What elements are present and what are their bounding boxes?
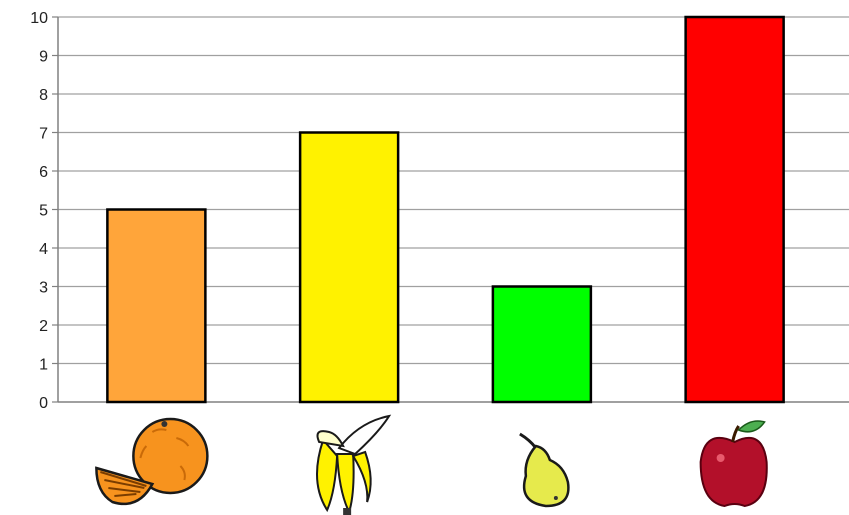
orange-icon bbox=[95, 417, 209, 506]
y-tick-label: 6 bbox=[39, 164, 48, 181]
category-icons bbox=[95, 414, 768, 515]
banana-icon bbox=[316, 414, 392, 515]
apple-icon bbox=[699, 420, 768, 508]
y-tick-label: 10 bbox=[30, 10, 48, 27]
y-tick-label: 5 bbox=[39, 203, 48, 220]
bar-banana bbox=[298, 131, 400, 404]
y-tick-label: 0 bbox=[39, 395, 48, 412]
bars bbox=[106, 15, 785, 404]
y-tick-label: 8 bbox=[39, 87, 48, 104]
bar-apple bbox=[684, 15, 785, 404]
y-tick-label: 3 bbox=[39, 280, 48, 297]
pear-icon bbox=[519, 432, 570, 508]
y-tick-label: 9 bbox=[39, 49, 48, 66]
y-tick-label: 2 bbox=[39, 318, 48, 335]
y-tick-label: 1 bbox=[39, 357, 48, 374]
bar-orange bbox=[106, 208, 207, 404]
y-tick-labels: 0 1 2 3 4 5 6 7 8 9 10 bbox=[30, 10, 58, 412]
bar-pear bbox=[491, 285, 593, 404]
y-tick-label: 4 bbox=[39, 241, 48, 258]
y-tick-label: 7 bbox=[39, 126, 48, 143]
